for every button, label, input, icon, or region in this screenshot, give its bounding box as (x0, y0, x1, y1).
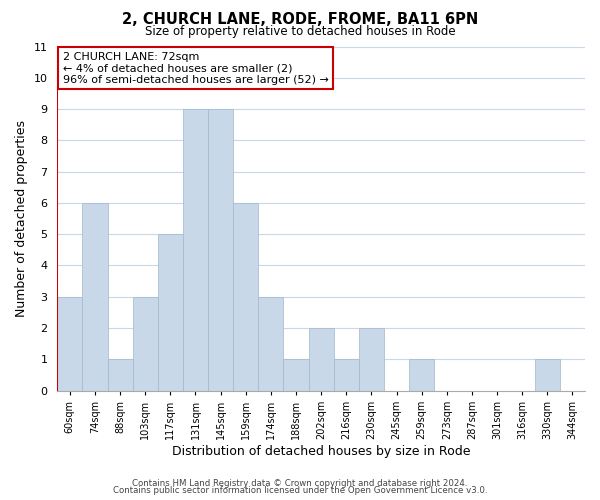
Bar (158, 234, 183, 390)
Bar (259, 296, 283, 390)
Bar (535, 360, 560, 390)
Bar (57, 296, 82, 390)
Bar (183, 109, 208, 390)
Bar (359, 328, 384, 390)
Bar (283, 360, 308, 390)
Text: 2 CHURCH LANE: 72sqm
← 4% of detached houses are smaller (2)
96% of semi-detache: 2 CHURCH LANE: 72sqm ← 4% of detached ho… (62, 52, 328, 85)
X-axis label: Distribution of detached houses by size in Rode: Distribution of detached houses by size … (172, 444, 470, 458)
Bar (82, 203, 107, 390)
Y-axis label: Number of detached properties: Number of detached properties (15, 120, 28, 317)
Bar (133, 296, 158, 390)
Text: Contains HM Land Registry data © Crown copyright and database right 2024.: Contains HM Land Registry data © Crown c… (132, 478, 468, 488)
Bar (334, 360, 359, 390)
Text: Contains public sector information licensed under the Open Government Licence v3: Contains public sector information licen… (113, 486, 487, 495)
Bar (233, 203, 259, 390)
Bar (107, 360, 133, 390)
Bar (409, 360, 434, 390)
Text: 2, CHURCH LANE, RODE, FROME, BA11 6PN: 2, CHURCH LANE, RODE, FROME, BA11 6PN (122, 12, 478, 28)
Bar (208, 109, 233, 390)
Bar (308, 328, 334, 390)
Text: Size of property relative to detached houses in Rode: Size of property relative to detached ho… (145, 25, 455, 38)
